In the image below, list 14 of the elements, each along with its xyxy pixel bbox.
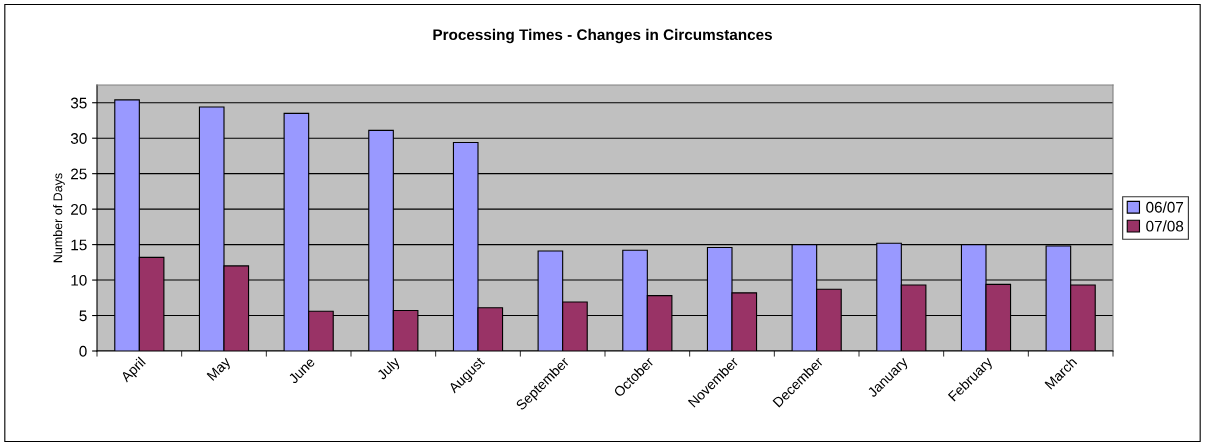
- chart-title: Processing Times - Changes in Circumstances: [433, 28, 772, 44]
- legend-label: 06/07: [1146, 201, 1184, 213]
- y-tick-label: 15: [71, 239, 87, 251]
- y-tick-label: 20: [71, 204, 87, 215]
- x-tick-label: May: [206, 356, 234, 383]
- y-tick-label: 35: [70, 97, 87, 109]
- y-tick-label: 5: [79, 310, 87, 322]
- x-tick-label: July: [376, 355, 403, 383]
- y-tick-label: 0: [79, 345, 87, 357]
- y-tick-label: 10: [71, 274, 87, 286]
- y-tick-label: 25: [71, 168, 87, 180]
- y-axis-title: Number of Days: [53, 173, 65, 263]
- legend-label: 07/08: [1146, 220, 1184, 232]
- y-tick-label: 30: [70, 133, 87, 144]
